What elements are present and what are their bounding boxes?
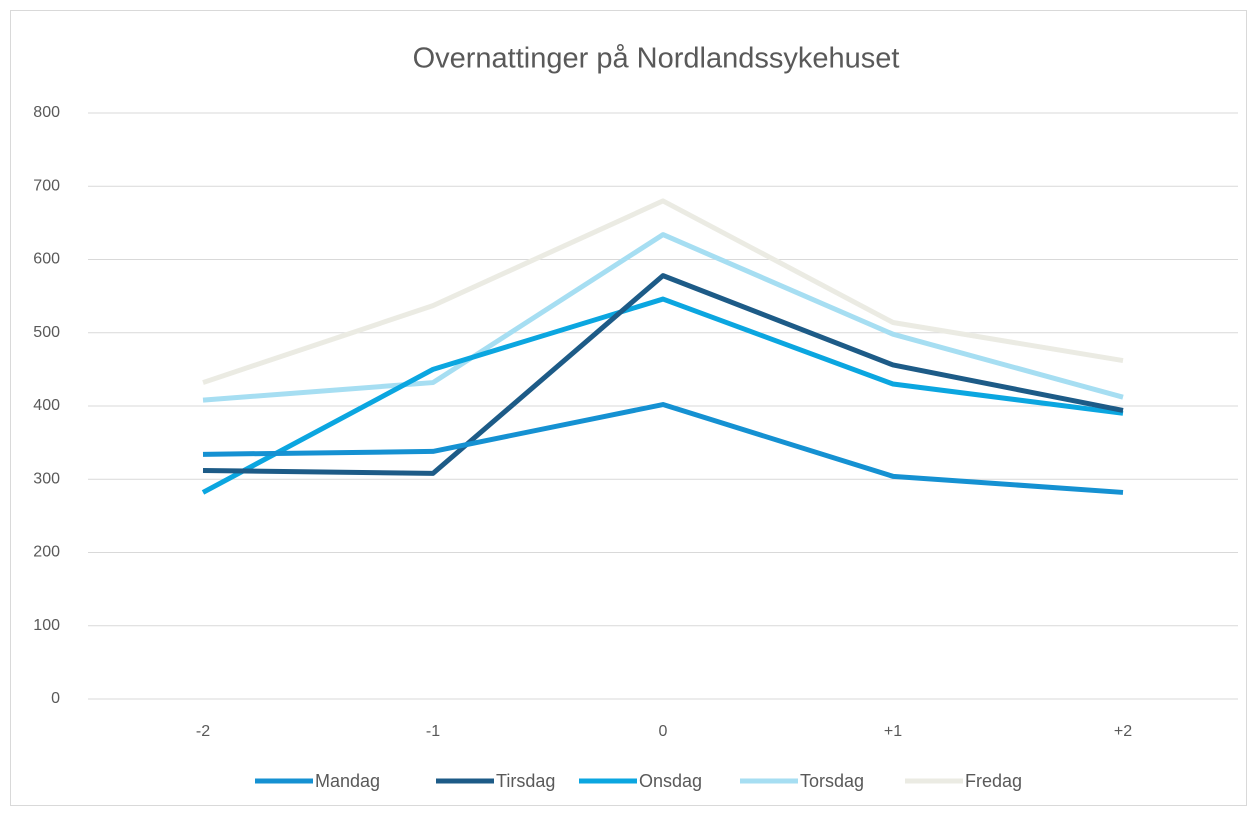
series-line — [202, 273, 1124, 476]
chart-border — [10, 10, 1247, 806]
legend-label: Tirsdag — [496, 771, 555, 791]
x-tick-label: -2 — [196, 723, 210, 740]
series-line — [202, 198, 1124, 385]
y-tick-label: 700 — [33, 177, 60, 194]
y-tick-label: 300 — [33, 470, 60, 487]
y-tick-label: 200 — [33, 544, 60, 561]
y-tick-label: 800 — [33, 104, 60, 121]
y-tick-label: 0 — [51, 690, 60, 707]
legend-label: Mandag — [315, 771, 380, 791]
x-tick-label: +1 — [884, 723, 902, 740]
legend-label: Fredag — [965, 771, 1022, 791]
series-line — [201, 296, 1124, 495]
y-tick-label: 500 — [33, 324, 60, 341]
series-line — [202, 402, 1124, 495]
x-tick-label: +2 — [1114, 723, 1132, 740]
y-tick-label: 600 — [33, 251, 60, 268]
x-tick-label: 0 — [659, 723, 668, 740]
y-tick-label: 100 — [33, 617, 60, 634]
y-tick-label: 400 — [33, 397, 60, 414]
series-line — [202, 232, 1124, 403]
chart-title: Overnattinger på Nordlandssykehuset — [413, 43, 900, 75]
x-tick-label: -1 — [426, 723, 440, 740]
legend-label: Torsdag — [800, 771, 864, 791]
legend-label: Onsdag — [639, 771, 702, 791]
